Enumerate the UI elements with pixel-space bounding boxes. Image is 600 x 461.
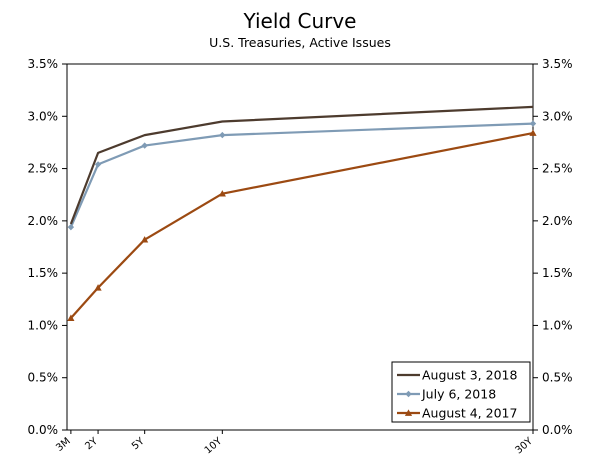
y-tick-label-right: 1.0% [542,318,573,332]
y-tick-label-left: 3.5% [28,57,59,71]
y-tick-label-right: 3.5% [542,57,573,71]
data-point-triangle [529,129,537,136]
x-tick-label: 10Y [203,435,225,456]
y-tick-label-right: 1.5% [542,266,573,280]
x-tick-label: 3M [54,436,73,454]
data-point-diamond [67,223,75,231]
y-tick-label-right: 0.5% [542,371,573,385]
series-line [70,131,534,319]
x-axis: 3M 2Y 5Y 10Y 30Y [54,430,536,456]
data-point-triangle [218,190,226,197]
legend-label: July 6, 2018 [421,387,496,402]
y-tick-label-right: 3.0% [542,109,573,123]
series-line [69,105,534,225]
legend-item: August 3, 2018 [397,368,517,383]
y-tick-label-left: 0.0% [28,423,59,437]
data-point-diamond [219,131,226,139]
data-point-diamond [405,390,412,398]
y-tick-label-left: 3.0% [28,109,59,123]
data-point-diamond [141,142,148,149]
chart-title: Yield Curve [243,9,357,33]
data-point-diamond [529,120,537,127]
data-point-triangle [67,314,75,321]
legend: August 3, 2018 July 6, 2018 August 4, 2017 [391,361,531,423]
y-tick-label-right: 2.0% [542,214,573,228]
y-tick-label-left: 2.5% [28,162,59,176]
data-point-triangle [404,409,413,416]
y-tick-label-left: 0.5% [28,371,59,385]
legend-label: August 3, 2018 [422,368,517,383]
series-line [69,122,534,228]
plot-area [66,63,534,431]
data-point-triangle [141,236,149,243]
y-tick-label-left: 1.5% [28,266,59,280]
chart-subtitle: U.S. Treasuries, Active Issues [209,35,391,50]
series-layer [67,105,537,321]
y-tick-label-right: 2.5% [542,162,573,176]
legend-item: August 4, 2017 [397,406,517,421]
data-point-diamond [94,161,102,168]
x-tick-label: 2Y [83,435,100,452]
y-tick-label-left: 1.0% [28,318,59,332]
data-point-triangle [94,284,102,291]
legend-label: August 4, 2017 [422,406,517,421]
legend-item: July 6, 2018 [397,387,496,402]
y-tick-label-left: 2.0% [28,214,59,228]
left-y-axis: 0.0% 0.5% 1.0% 1.5% 2.0% 2.5% 3.0% 3.5% [28,57,67,437]
x-tick-label: 5Y [130,435,147,452]
y-tick-label-right: 0.0% [542,423,573,437]
right-y-axis: 0.0% 0.5% 1.0% 1.5% 2.0% 2.5% 3.0% 3.5% [533,57,573,437]
x-tick-label: 30Y [513,435,535,456]
